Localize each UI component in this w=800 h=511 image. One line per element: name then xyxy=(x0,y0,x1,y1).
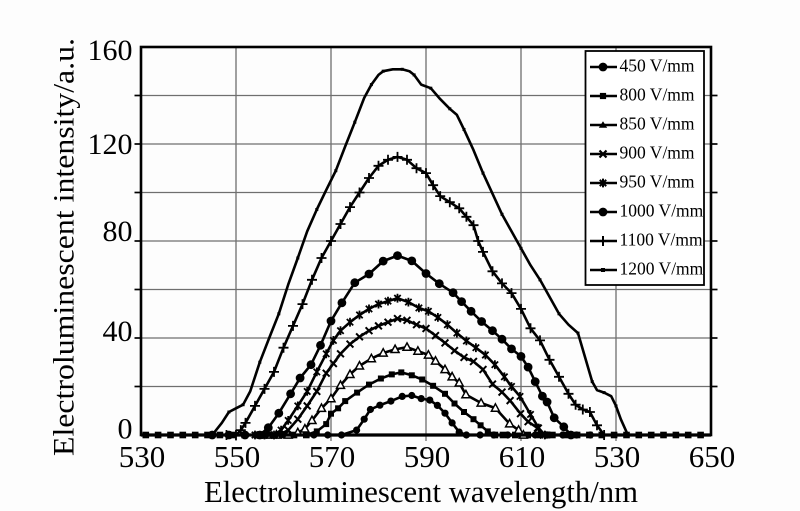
svg-text:950 V/mm: 950 V/mm xyxy=(620,172,695,192)
svg-text:40: 40 xyxy=(103,315,133,348)
svg-text:900 V/mm: 900 V/mm xyxy=(620,143,695,163)
svg-text:160: 160 xyxy=(88,34,133,67)
svg-text:1100 V/mm: 1100 V/mm xyxy=(620,230,704,250)
svg-text:530: 530 xyxy=(594,439,641,474)
svg-text:Electroluminescent intensity/a: Electroluminescent intensity/a.u. xyxy=(48,38,81,456)
svg-text:650: 650 xyxy=(689,439,736,474)
svg-text:590: 590 xyxy=(404,439,451,474)
svg-text:80: 80 xyxy=(103,215,133,248)
svg-text:120: 120 xyxy=(88,128,133,161)
svg-text:570: 570 xyxy=(309,439,356,474)
svg-text:800 V/mm: 800 V/mm xyxy=(620,85,695,105)
svg-text:450 V/mm: 450 V/mm xyxy=(620,56,695,76)
svg-text:850 V/mm: 850 V/mm xyxy=(620,114,695,134)
svg-text:1000 V/mm: 1000 V/mm xyxy=(620,201,704,221)
svg-text:0: 0 xyxy=(118,413,133,446)
svg-text:Electroluminescent wavelength/: Electroluminescent wavelength/nm xyxy=(204,474,638,509)
svg-text:610: 610 xyxy=(499,439,546,474)
svg-text:550: 550 xyxy=(214,439,261,474)
svg-text:1200 V/mm: 1200 V/mm xyxy=(620,259,704,279)
svg-text:530: 530 xyxy=(119,439,166,474)
